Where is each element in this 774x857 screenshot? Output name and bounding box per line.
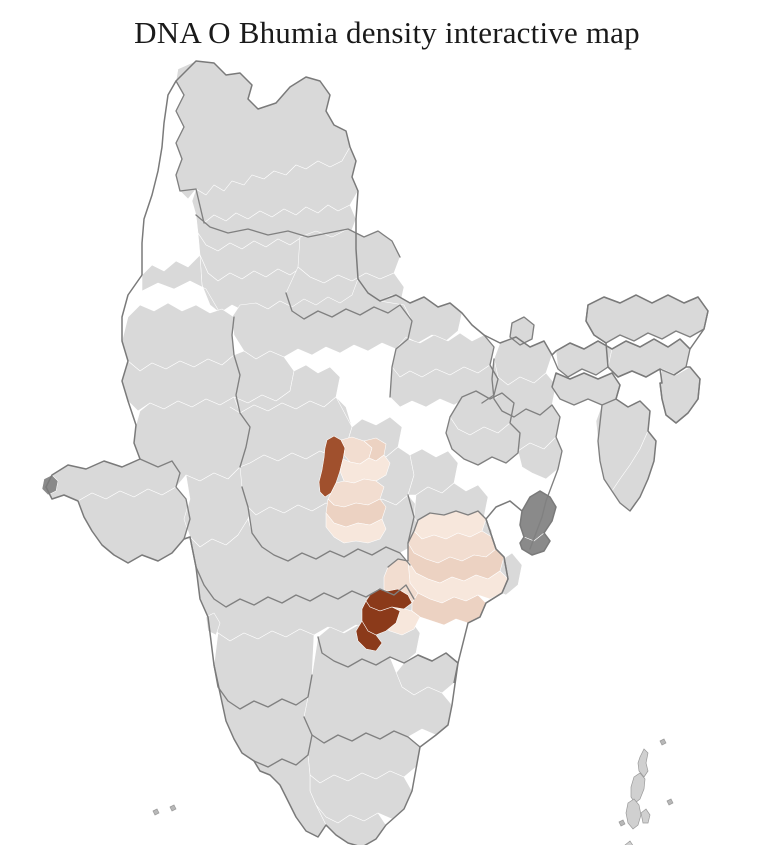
island-andaman-middle: [630, 772, 646, 804]
state-border-jk: [175, 80, 205, 224]
state-border-karnataka: [213, 664, 313, 710]
state-border-chhattisgarh: [407, 494, 415, 544]
district-region-karnataka-n[interactable]: [213, 628, 315, 710]
island-andaman-dot-3: [618, 819, 626, 827]
state-border-ap-tn: [303, 716, 421, 748]
island-andaman-south: [625, 798, 642, 830]
island-andaman-dot-2: [666, 798, 674, 806]
island-andaman-north: [637, 748, 649, 778]
india-outline-east-coast: [417, 490, 557, 664]
island-layer: [152, 738, 674, 845]
india-outline-ne-tail: [551, 372, 657, 512]
region-odisha-dark-2[interactable]: [361, 600, 401, 636]
island-andaman-dot-1: [659, 738, 667, 746]
country-boundary-layer: [45, 60, 709, 845]
island-lakshadweep-2: [152, 808, 160, 816]
island-andaman-tip: [640, 808, 651, 824]
state-border-wb: [491, 358, 563, 550]
district-region-arunachal[interactable]: [585, 294, 709, 344]
island-little-andaman: [624, 840, 634, 845]
state-border-telangana: [317, 636, 433, 668]
india-outline-west: [45, 274, 459, 845]
state-border-bihar: [481, 334, 499, 404]
region-odisha-dark-3[interactable]: [355, 620, 383, 652]
india-outline: [175, 60, 709, 424]
state-border-rajasthan: [231, 316, 251, 468]
india-outline-north-west: [141, 80, 177, 275]
state-border-himalaya: [195, 214, 401, 258]
state-border-jharkhand: [445, 390, 521, 466]
region-mp-light-6[interactable]: [325, 512, 387, 544]
page-title: DNA O Bhumia density interactive map: [134, 15, 640, 50]
district-layer: [41, 60, 709, 845]
district-region-rajasthan-w[interactable]: [121, 302, 235, 372]
state-border-up-mp: [285, 292, 413, 398]
state-border-kerala-tn: [253, 734, 313, 768]
state-border-mp-south: [241, 486, 411, 566]
state-border-sikkim: [509, 316, 535, 346]
district-region-uttarakhand[interactable]: [297, 228, 401, 284]
state-border-maharashtra: [195, 566, 415, 608]
island-lakshadweep-1: [169, 804, 177, 812]
india-district-map[interactable]: [0, 55, 774, 845]
state-border-ne-south: [597, 404, 631, 512]
district-region-rajasthan-n[interactable]: [141, 254, 221, 314]
